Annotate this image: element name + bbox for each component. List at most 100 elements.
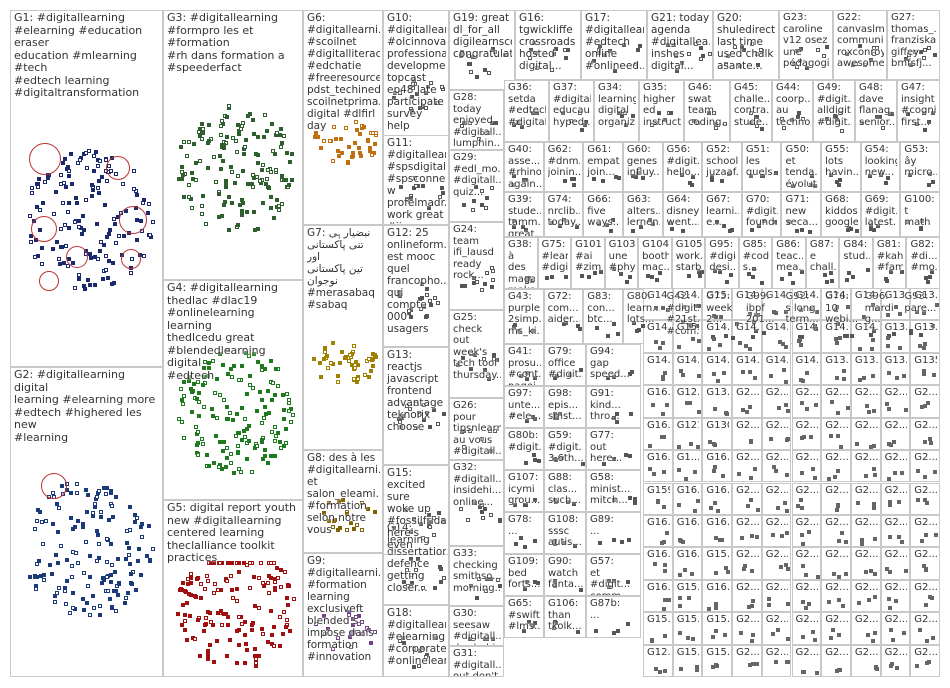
small-group: G56: #digit... hello...	[662, 142, 703, 192]
graph-node	[54, 190, 59, 195]
small-group-label: G59: #digit... 3.6th...	[548, 430, 583, 464]
graph-node	[462, 283, 467, 288]
graph-node	[677, 344, 682, 349]
graph-node	[238, 127, 243, 132]
graph-node	[519, 536, 524, 541]
graph-node	[257, 605, 262, 610]
graph-node	[271, 215, 276, 220]
graph-node	[112, 569, 117, 574]
graph-node	[65, 209, 70, 214]
graph-node	[871, 444, 876, 449]
tiny-group-label: G2...	[795, 549, 819, 561]
small-group-label: G80: learn... lots...	[626, 291, 660, 325]
graph-node	[684, 401, 689, 406]
graph-node	[436, 421, 441, 426]
graph-node	[89, 194, 94, 199]
tiny-group-label: G2...	[736, 646, 759, 658]
group-label: G19: great dl_for_all digilearnscoths co…	[453, 12, 512, 60]
graph-node	[64, 244, 69, 249]
graph-node	[344, 511, 349, 516]
tiny-group-label: G2...	[854, 646, 878, 658]
graph-node	[279, 568, 283, 573]
graph-node	[482, 282, 487, 287]
group-label: G35: higher ed instruct...	[643, 82, 681, 128]
graph-node	[269, 397, 274, 402]
tiny-group: G2...	[880, 579, 911, 613]
graph-node	[225, 456, 230, 461]
tiny-group-label: G2...	[825, 452, 848, 464]
graph-node	[420, 281, 425, 286]
tiny-group: G14...	[643, 352, 673, 386]
graph-node	[691, 337, 696, 342]
graph-node	[692, 470, 697, 475]
graph-node	[800, 471, 805, 476]
graph-node	[682, 305, 687, 310]
graph-node	[814, 402, 819, 407]
graph-node	[759, 47, 764, 52]
graph-node	[830, 628, 835, 633]
graph-node	[244, 209, 249, 214]
graph-node	[898, 345, 903, 350]
graph-node	[753, 328, 758, 333]
graph-node	[597, 50, 602, 55]
graph-node	[613, 68, 618, 73]
graph-node	[873, 665, 878, 670]
graph-node	[591, 176, 596, 181]
graph-node	[228, 451, 233, 456]
tiny-group-label: G2...	[736, 516, 759, 528]
graph-node	[398, 294, 403, 299]
tiny-group-label: G2...	[736, 581, 759, 593]
tiny-group: G2...	[761, 417, 792, 451]
graph-node	[678, 666, 683, 671]
graph-node	[145, 211, 150, 216]
graph-node	[251, 132, 256, 137]
graph-node	[210, 358, 215, 363]
graph-node	[287, 401, 292, 406]
graph-node	[829, 271, 834, 276]
small-group: G85: #cod... s...	[738, 237, 773, 289]
graph-node	[111, 260, 116, 265]
group-label: G26: pour tipsnlearn au vous #digitall..…	[453, 400, 501, 457]
graph-node	[181, 195, 186, 200]
tiny-group: G2...	[821, 450, 851, 483]
graph-node	[112, 221, 117, 226]
small-group: G62: #dnm... joinin...	[543, 142, 584, 192]
small-group: G109: bed forts...	[504, 554, 544, 596]
graph-node	[437, 510, 442, 515]
node-ring	[31, 216, 57, 242]
graph-node	[411, 647, 416, 652]
graph-node	[662, 563, 667, 568]
tiny-group: G2...	[791, 547, 822, 580]
graph-node	[456, 363, 461, 368]
graph-node	[561, 111, 566, 115]
graph-node	[654, 339, 659, 344]
graph-node	[286, 183, 291, 188]
graph-node	[94, 221, 99, 226]
graph-node	[535, 580, 540, 585]
graph-node	[420, 585, 425, 590]
graph-node	[868, 222, 873, 227]
graph-node	[708, 440, 713, 445]
graph-node	[235, 173, 240, 178]
graph-node	[621, 42, 626, 47]
graph-node	[773, 171, 778, 176]
graph-node	[197, 390, 202, 395]
small-group: G79: office #digit...	[544, 344, 586, 386]
tiny-group-label: G16...	[647, 549, 670, 561]
graph-node	[51, 247, 56, 252]
graph-node	[760, 127, 765, 132]
small-group-label: G50: et tenda... évolut...	[785, 144, 818, 190]
small-group-label: G107: icymi grou...	[508, 472, 541, 506]
small-group-label: G97: unte... #ele...	[508, 388, 541, 422]
group-g30: G30: seesaw #digitall... dawhahi...	[449, 606, 504, 646]
graph-node	[151, 220, 156, 225]
graph-node	[202, 587, 207, 592]
graph-node	[934, 303, 939, 308]
graph-node	[665, 403, 670, 407]
graph-node	[432, 516, 436, 521]
graph-node	[584, 120, 589, 125]
small-group: G83: con... btc...	[583, 289, 623, 344]
graph-node	[626, 580, 631, 585]
graph-node	[223, 178, 228, 183]
small-group-label: G56: #digit... hello...	[666, 144, 700, 178]
